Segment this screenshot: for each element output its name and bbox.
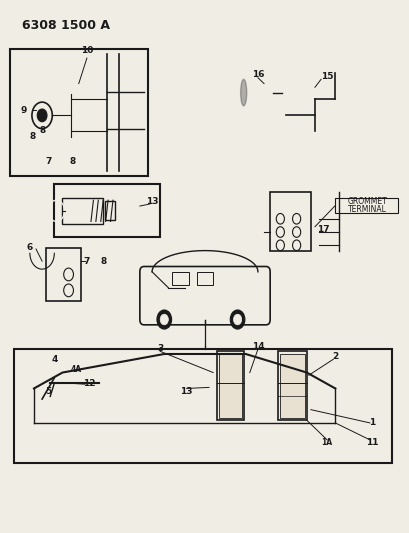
Text: 1: 1 [368, 418, 374, 427]
Ellipse shape [240, 79, 246, 106]
Circle shape [37, 109, 47, 122]
Text: 8: 8 [70, 157, 76, 166]
Circle shape [160, 314, 168, 325]
Text: 6308 1500 A: 6308 1500 A [22, 19, 110, 32]
Text: 10: 10 [81, 46, 93, 55]
Circle shape [157, 310, 171, 329]
Bar [335, 198, 398, 214]
Text: 7: 7 [45, 157, 51, 166]
FancyBboxPatch shape [139, 266, 270, 325]
Text: 6: 6 [27, 244, 33, 253]
Text: 4: 4 [51, 355, 57, 364]
Text: 4A: 4A [71, 366, 82, 374]
Bar [217, 351, 243, 420]
Bar [13, 349, 391, 463]
Text: 14: 14 [251, 342, 264, 351]
Text: 13: 13 [180, 386, 193, 395]
Text: 3: 3 [157, 344, 163, 353]
Text: 8: 8 [40, 126, 46, 135]
Bar [278, 351, 306, 420]
Text: 15: 15 [320, 72, 333, 81]
Text: 11: 11 [365, 438, 377, 447]
Text: 8: 8 [100, 257, 106, 265]
Text: 1A: 1A [321, 438, 332, 447]
Text: 12: 12 [83, 378, 95, 387]
Text: 2: 2 [331, 352, 337, 361]
Bar [105, 201, 115, 220]
Bar [62, 198, 103, 224]
Bar [280, 354, 304, 418]
Text: 17: 17 [316, 225, 328, 234]
Bar [54, 184, 160, 237]
Text: 8: 8 [30, 132, 36, 141]
Text: GROMMET: GROMMET [347, 197, 387, 206]
Text: 5: 5 [45, 386, 51, 395]
Bar [172, 272, 188, 285]
Bar [196, 272, 213, 285]
Text: 13: 13 [146, 197, 158, 206]
Ellipse shape [242, 79, 272, 106]
Bar [46, 248, 81, 301]
Text: 7: 7 [83, 257, 90, 265]
Text: TERMINAL: TERMINAL [348, 205, 387, 214]
Bar [9, 49, 148, 176]
Text: 16: 16 [251, 70, 263, 79]
Circle shape [233, 314, 241, 325]
Circle shape [230, 310, 244, 329]
Bar [270, 192, 310, 251]
Text: 9: 9 [20, 106, 27, 115]
Bar [219, 354, 241, 418]
